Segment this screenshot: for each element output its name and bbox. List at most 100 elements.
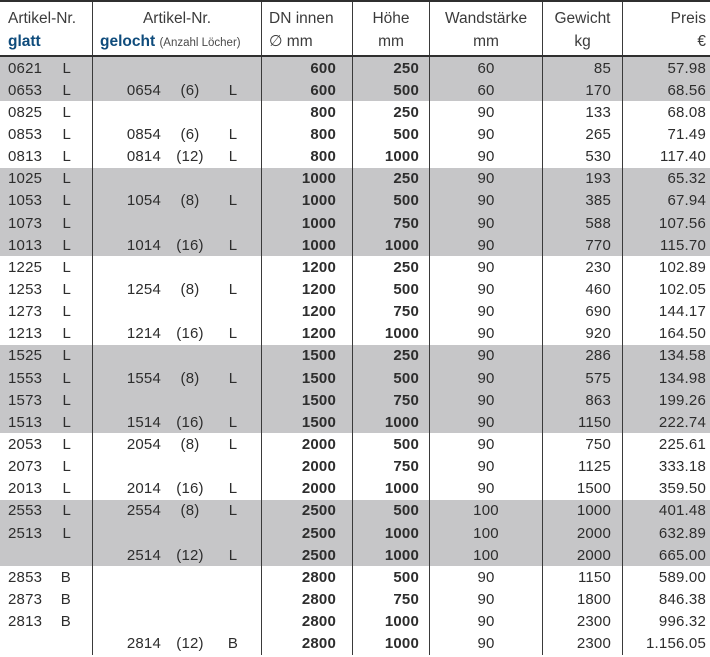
artikel-glatt-letter: B: [60, 613, 71, 631]
artikel-glatt-letter: L: [62, 480, 71, 498]
cell-preis: 67.94: [667, 192, 706, 210]
artikel-glatt-nr: 1225: [8, 258, 43, 276]
artikel-glatt-nr: 2873: [8, 590, 43, 608]
cell-wandstaerke: 60: [430, 79, 543, 102]
cell-dn-innen: 2500: [262, 521, 353, 545]
cell-preis: 164.50: [658, 325, 706, 343]
artikel-gelocht-nr: 1014: [126, 236, 161, 254]
cell-artikel-glatt: 0825 L: [0, 101, 93, 124]
cell-wandstaerke: 90: [430, 145, 543, 168]
cell-artikel-gelocht: 1514 (16) L: [93, 411, 262, 434]
cell-hoehe: 500: [353, 433, 430, 456]
table-row: 1013 L 1014 (16) L 1000 1000 90 770 115.70: [0, 234, 710, 257]
header-gewicht-line2: kg: [574, 33, 591, 50]
cell-wandstaerke: 90: [430, 101, 543, 124]
cell-artikel-gelocht: [93, 389, 262, 412]
artikel-gelocht-nr: 2054: [126, 435, 161, 453]
cell-gewicht: 2300: [543, 610, 623, 633]
artikel-glatt-nr: 1253: [8, 280, 43, 298]
cell-hoehe: 1000: [353, 544, 430, 567]
artikel-gelocht-holes: (16): [176, 413, 204, 431]
cell-hoehe: 750: [353, 300, 430, 323]
cell-preis: 199.26: [658, 391, 706, 409]
cell-artikel-glatt: 1013 L: [0, 234, 93, 257]
cell-gewicht: 193: [543, 167, 623, 190]
cell-preis: 222.74: [658, 413, 706, 431]
cell-hoehe: 1000: [353, 411, 430, 434]
cell-artikel-glatt: 2073 L: [0, 455, 93, 478]
cell-gewicht: 2300: [543, 632, 623, 655]
cell-dn-innen: 600: [262, 79, 353, 102]
artikel-glatt-letter: L: [62, 458, 71, 476]
cell-wandstaerke: 90: [430, 588, 543, 611]
cell-artikel-gelocht: [93, 566, 262, 589]
artikel-glatt-nr: 1553: [8, 369, 43, 387]
artikel-gelocht-nr: 1514: [126, 413, 161, 431]
header-preis-line2: €: [697, 33, 706, 50]
cell-hoehe: 500: [353, 189, 430, 212]
table-row: 0825 L 800 250 90 133 68.08: [0, 101, 710, 124]
artikel-glatt-letter: L: [62, 502, 71, 520]
artikel-gelocht-nr: 1554: [126, 369, 161, 387]
table-row: 1253 L 1254 (8) L 1200 500 90 460 102.05: [0, 278, 710, 301]
cell-artikel-glatt: 1525 L: [0, 344, 93, 367]
cell-artikel-glatt: 2813 B: [0, 610, 93, 633]
cell-wandstaerke: 90: [430, 123, 543, 146]
artikel-gelocht-letter: L: [228, 480, 238, 498]
header-hoehe-line2: mm: [378, 33, 404, 50]
artikel-glatt-letter: B: [60, 590, 71, 608]
header-gelocht-note: (Anzahl Löcher): [159, 37, 241, 49]
header-wand-line2: mm: [473, 33, 499, 50]
artikel-glatt-letter: L: [62, 258, 71, 276]
cell-gewicht: 750: [543, 433, 623, 456]
artikel-gelocht-letter: L: [228, 236, 238, 254]
cell-wandstaerke: 90: [430, 455, 543, 478]
artikel-gelocht-nr: 2514: [126, 546, 161, 564]
cell-dn-innen: 2800: [262, 632, 353, 655]
cell-wandstaerke: 100: [430, 499, 543, 522]
cell-preis: 134.58: [658, 347, 706, 365]
cell-wandstaerke: 90: [430, 632, 543, 655]
cell-dn-innen: 2800: [262, 588, 353, 611]
cell-hoehe: 750: [353, 211, 430, 235]
table-row: 2073 L 2000 750 90 1125 333.18: [0, 455, 710, 478]
cell-artikel-glatt: 2853 B: [0, 566, 93, 589]
cell-wandstaerke: 60: [430, 57, 543, 80]
table-row: 2813 B 2800 1000 90 2300 996.32: [0, 610, 710, 633]
artikel-glatt-letter: L: [62, 214, 71, 232]
cell-preis: 107.56: [658, 214, 706, 232]
cell-dn-innen: 1200: [262, 256, 353, 279]
artikel-gelocht-nr: 2554: [126, 502, 161, 520]
cell-artikel-gelocht: [93, 344, 262, 367]
cell-artikel-gelocht: 2514 (12) L: [93, 544, 262, 567]
artikel-gelocht-holes: (12): [176, 635, 204, 653]
artikel-glatt-nr: 0813: [8, 148, 43, 166]
artikel-gelocht-nr: 2014: [126, 480, 161, 498]
cell-dn-innen: 1500: [262, 411, 353, 434]
artikel-gelocht-holes: (8): [180, 280, 200, 298]
cell-dn-innen: 1500: [262, 344, 353, 367]
cell-artikel-glatt: 1053 L: [0, 189, 93, 212]
cell-preis: 102.05: [658, 280, 706, 298]
cell-dn-innen: 2000: [262, 433, 353, 456]
cell-wandstaerke: 100: [430, 544, 543, 567]
header-artikel-gelocht: Artikel-Nr. gelocht (Anzahl Löcher): [93, 2, 262, 55]
cell-artikel-glatt: 0621 L: [0, 57, 93, 80]
cell-hoehe: 1000: [353, 322, 430, 345]
artikel-gelocht-letter: L: [228, 125, 238, 143]
cell-preis: 996.32: [658, 613, 706, 631]
cell-gewicht: 230: [543, 256, 623, 279]
cell-preis: 102.89: [658, 258, 706, 276]
artikel-glatt-nr: 1053: [8, 192, 43, 210]
cell-dn-innen: 1200: [262, 322, 353, 345]
cell-hoehe: 1000: [353, 477, 430, 500]
artikel-glatt-letter: L: [62, 347, 71, 365]
artikel-gelocht-nr: 0854: [126, 125, 161, 143]
cell-hoehe: 250: [353, 167, 430, 190]
cell-dn-innen: 1200: [262, 300, 353, 323]
header-dn-line1: DN innen: [269, 10, 334, 27]
table-row: 2853 B 2800 500 90 1150 589.00: [0, 566, 710, 589]
cell-artikel-gelocht: 2554 (8) L: [93, 499, 262, 522]
cell-preis: 115.70: [660, 236, 706, 254]
cell-wandstaerke: 90: [430, 211, 543, 235]
